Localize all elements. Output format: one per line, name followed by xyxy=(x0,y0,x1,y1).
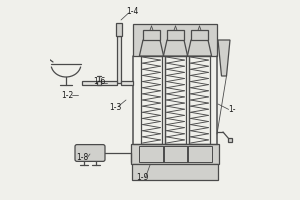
Polygon shape xyxy=(218,40,230,76)
Bar xyxy=(131,144,219,164)
Bar xyxy=(228,138,232,142)
Bar xyxy=(132,164,218,180)
Bar xyxy=(189,56,210,144)
Bar xyxy=(165,56,186,144)
Bar xyxy=(187,146,212,162)
Text: 1-2: 1-2 xyxy=(61,90,73,99)
Text: 1-: 1- xyxy=(228,106,236,114)
Text: 1-4: 1-4 xyxy=(126,7,138,17)
Bar xyxy=(116,23,122,36)
Text: 1-9: 1-9 xyxy=(136,172,148,182)
Bar xyxy=(191,30,208,40)
Bar xyxy=(133,24,217,56)
Bar xyxy=(82,81,117,85)
Bar xyxy=(141,56,162,144)
Bar xyxy=(117,36,121,83)
FancyBboxPatch shape xyxy=(75,145,105,161)
Bar xyxy=(163,146,188,162)
Bar xyxy=(143,30,160,40)
Bar xyxy=(167,30,184,40)
Text: 1-3: 1-3 xyxy=(109,102,122,112)
Polygon shape xyxy=(188,40,212,56)
Text: 1-8: 1-8 xyxy=(76,152,88,162)
Polygon shape xyxy=(164,40,188,56)
Text: 1-6: 1-6 xyxy=(93,77,105,86)
Bar xyxy=(139,146,164,162)
Bar xyxy=(121,81,133,85)
Bar xyxy=(97,81,101,85)
Polygon shape xyxy=(140,40,164,56)
